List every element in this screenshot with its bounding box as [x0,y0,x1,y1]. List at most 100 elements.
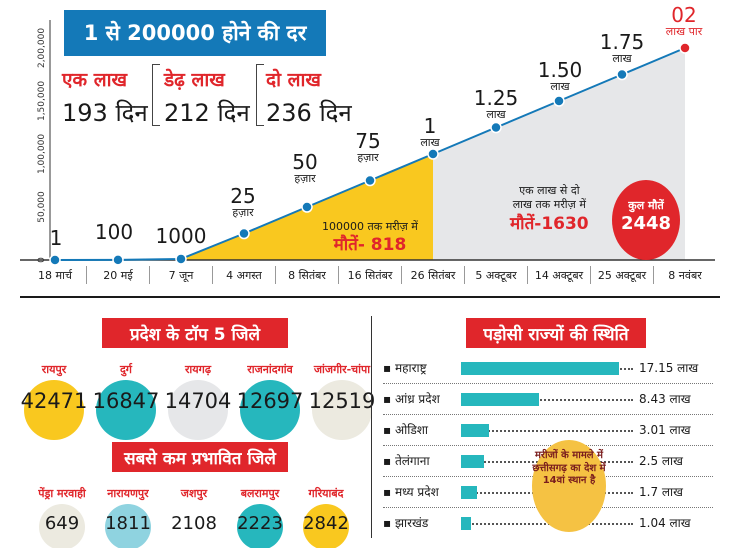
column-divider [371,316,372,538]
state-row: ▪ ओडिशा 3.01 लाख [383,418,713,442]
district-circle [240,380,300,440]
data-point [364,174,376,187]
milestone-label: 1.25 लाख [473,86,519,121]
total-deaths-badge: कुल मौतें 2448 [612,180,680,260]
data-point [490,121,502,134]
x-tick-label: 20 मई [103,269,133,282]
district-circle [24,380,84,440]
district-name: पेंड्रा मरवाही [38,487,86,500]
top-districts-title: प्रदेश के टॉप 5 जिले [102,318,288,348]
y-tick-label: 50,000 [37,191,47,223]
stat-days-1-5-lakh: 212 दिन [164,99,250,127]
x-tick-label: 18 मार्च [38,269,72,282]
state-value: 3.01 लाख [639,423,691,437]
stat-label-1-lakh: एक लाख [62,69,128,91]
district-item: बलरामपुर 2223 [227,486,293,548]
stat-days-1-lakh: 193 दिन [62,99,148,127]
district-item: नारायणपुर 1811 [95,486,161,548]
x-tick-label: 14 अक्टूबर [534,269,584,282]
district-item: रायपुर 42471 [18,362,90,440]
district-circle [105,504,151,548]
district-item: गरियाबंद 2842 [293,486,359,548]
x-tick-label: 7 जून [168,269,194,282]
state-row: ▪ महाराष्ट्र 17.15 लाख [383,356,713,380]
x-tick-label: 25 अक्टूबर [597,269,647,282]
x-tick-label: 16 सितंबर [347,269,393,282]
district-count: 649 [44,513,80,534]
x-tick-label: 5 अक्टूबर [475,269,517,282]
least-districts-title: सबसे कम प्रभावित जिले [112,442,288,472]
state-name: ▪ तेलंगाना [383,454,430,468]
district-count: 2108 [171,513,217,534]
milestone-label: 1.75 लाख [599,30,645,65]
state-bar [461,486,477,499]
data-point [112,254,124,266]
district-count: 14704 [164,389,232,413]
data-point [49,254,61,266]
district-name: रायगढ़ [184,363,212,376]
district-name: जशपुर [180,487,208,500]
state-row: ▪ झारखंड 1.04 लाख [383,511,713,535]
district-name: दुर्ग [119,363,133,376]
x-tick-label: 8 नवंबर [668,269,702,282]
grey-deaths-note: एक लाख से दो लाख तक मरीज़ में मौतें-1630 [510,184,589,234]
district-count: 2223 [237,513,283,534]
y-tick-label: 1,50,000 [37,81,47,121]
state-name: ▪ झारखंड [383,516,429,530]
district-circle [237,504,283,548]
district-circle [171,504,217,548]
state-value: 1.7 लाख [639,485,683,499]
state-dotted-guide [461,523,633,525]
milestone-label: 1.50 लाख [537,58,583,93]
state-bar [461,424,489,437]
district-count: 2842 [303,513,349,534]
section-divider [20,296,720,298]
state-bar [461,362,619,375]
state-value: 8.43 लाख [639,392,691,406]
data-point [553,95,565,107]
district-count: 16847 [92,389,160,413]
state-row-divider [383,445,713,446]
data-point [175,253,187,265]
milestone-label: 50 हज़ार [292,150,318,185]
rank-callout: मरीजों के मामले में छत्तीसगढ़ का देश में… [532,440,606,532]
district-circle [303,504,349,548]
data-point [427,148,439,160]
yellow-deaths-note: 100000 तक मरीज़ में मौतें- 818 [322,220,418,256]
milestone-label: 100 [94,220,134,244]
district-item: राजनांदगांव 12697 [234,362,306,440]
state-name: ▪ ओडिशा [383,423,429,437]
state-dotted-guide [461,399,633,401]
district-item: दुर्ग 16847 [90,362,162,440]
district-name: नारायणपुर [107,487,149,500]
district-circle [39,504,85,548]
stat-divider [256,64,264,126]
district-name: जांजगीर-चांपा [313,363,371,376]
milestone-label: 1 लाख [420,114,440,149]
district-name: राजनांदगांव [247,363,293,376]
data-point [238,227,250,240]
milestone-label: 75 हज़ार [355,129,381,164]
y-tick-label: 2,00,000 [37,28,47,68]
district-circle [96,380,156,440]
state-bar [461,517,471,530]
district-count: 1811 [105,513,151,534]
y-tick-label: 1,00,000 [37,134,47,174]
x-tick-label: 4 अगस्त [226,269,262,282]
state-dotted-guide [461,430,633,432]
district-name: गरियाबंद [308,487,344,500]
state-bar [461,393,539,406]
district-item: जशपुर 2108 [161,486,227,548]
x-tick-label: 26 सितंबर [410,269,456,282]
x-tick-label: 8 सितंबर [288,269,326,282]
district-item: जांजगीर-चांपा 12519 [306,362,378,440]
data-point [301,201,313,213]
state-bar [461,455,485,468]
state-value: 2.5 लाख [639,454,683,468]
state-name: ▪ आंध्र प्रदेश [383,392,440,406]
data-point [679,42,691,54]
district-count: 42471 [20,389,88,413]
stat-days-2-lakh: 236 दिन [266,99,352,127]
stat-divider [152,64,160,126]
state-name: ▪ महाराष्ट्र [383,361,427,375]
